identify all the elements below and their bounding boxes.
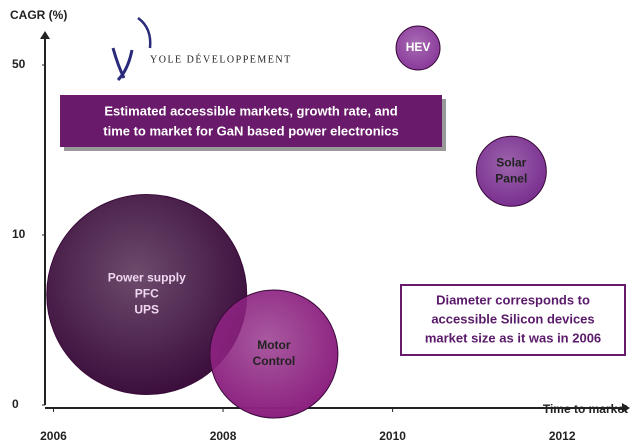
note-line: Diameter corresponds to [436,292,590,307]
logo: YOLE DÉVELOPPEMENT [111,16,292,82]
banner-line: time to market for GaN based power elect… [103,123,398,138]
bubble-label: Solar [496,155,526,169]
x-tick-label: 2008 [210,429,237,443]
x-tick-label: 2006 [40,429,67,443]
x-tick-label: 2010 [379,429,406,443]
y-tick-label: 10 [12,227,26,241]
note-box [400,284,626,356]
axis-title: CAGR (%) [10,8,67,22]
note-line: accessible Silicon devices [431,311,594,326]
bubble-label: Control [253,354,296,368]
x-tick-label: 2012 [549,429,576,443]
logo-mark [111,47,134,82]
x-axis-label: Time to market [543,402,628,416]
bubble-label: PFC [135,287,159,301]
bubble [475,135,547,207]
bubble [395,25,441,71]
x-axis-arrow [622,403,630,413]
y-axis-arrow [40,31,50,39]
note-line: market size as it was in 2006 [425,330,601,345]
bubble-label: UPS [134,303,159,317]
bubble [46,194,248,395]
bubble-label: Panel [495,171,527,185]
bubble-label: Power supply [108,271,186,285]
banner-line: Estimated accessible markets, growth rat… [104,103,397,118]
bubble [209,289,339,419]
y-tick-label: 50 [12,57,26,71]
y-tick-label: 0 [12,397,19,411]
logo-text: YOLE DÉVELOPPEMENT [150,53,292,65]
banner [60,95,442,147]
bubble-label: HEV [406,40,431,54]
bubble-label: Motor [257,338,291,352]
logo-mark [137,16,152,49]
